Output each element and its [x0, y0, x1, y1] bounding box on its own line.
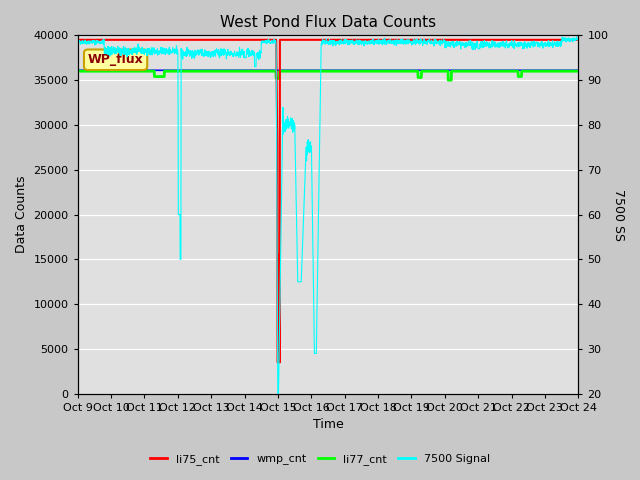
Text: WP_flux: WP_flux — [88, 53, 143, 66]
Legend: li75_cnt, wmp_cnt, li77_cnt, 7500 Signal: li75_cnt, wmp_cnt, li77_cnt, 7500 Signal — [146, 450, 494, 469]
Y-axis label: Data Counts: Data Counts — [15, 176, 28, 253]
Title: West Pond Flux Data Counts: West Pond Flux Data Counts — [220, 15, 436, 30]
X-axis label: Time: Time — [312, 419, 344, 432]
Y-axis label: 7500 SS: 7500 SS — [612, 189, 625, 240]
